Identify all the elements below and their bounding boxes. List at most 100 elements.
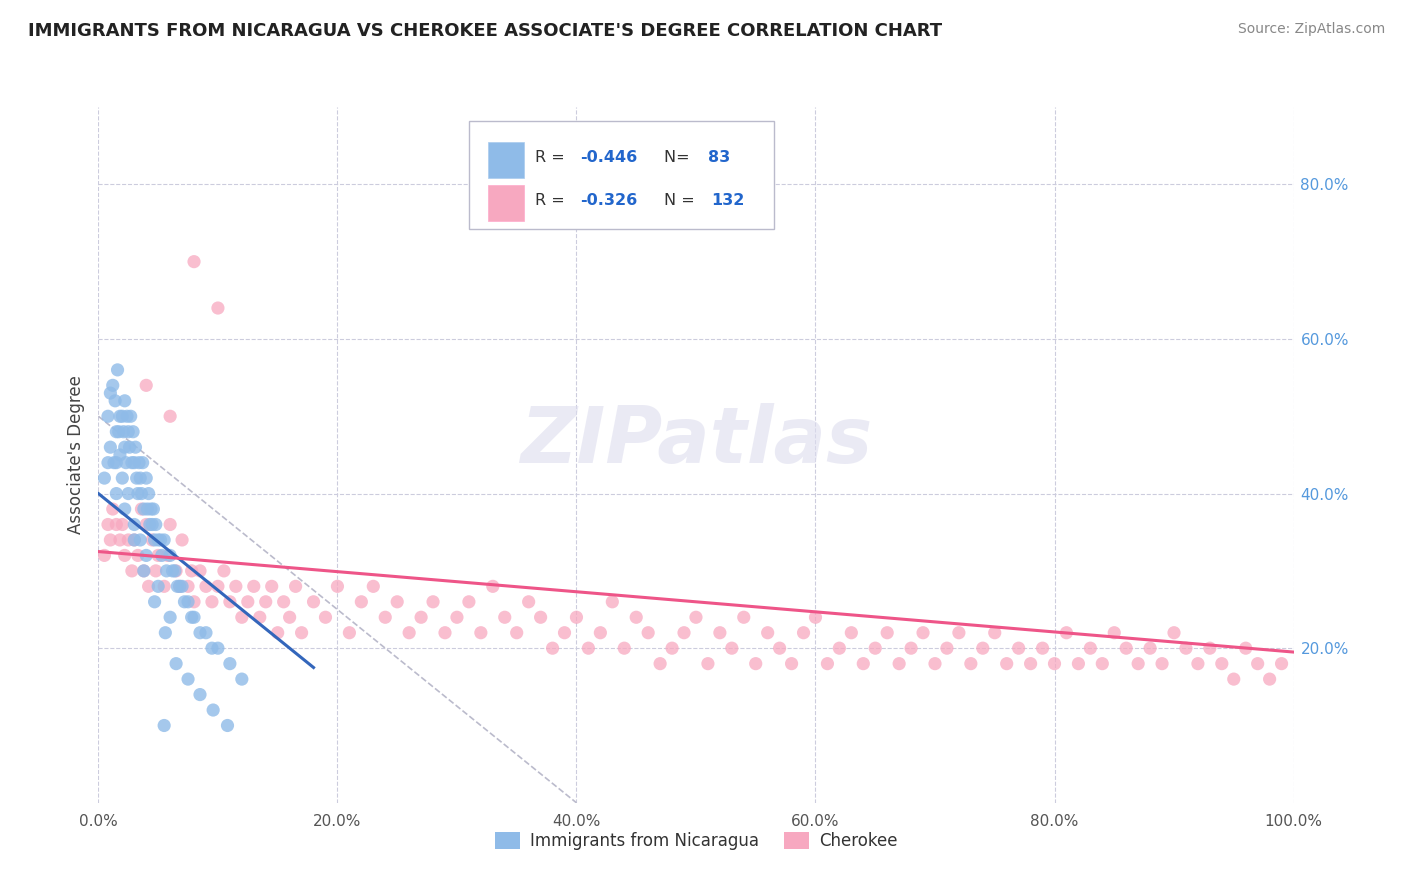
Point	[374, 610, 396, 624]
Point	[481, 579, 505, 593]
Point	[183, 595, 205, 609]
Point	[107, 363, 129, 377]
Point	[972, 641, 994, 656]
Point	[1043, 657, 1066, 671]
Point	[180, 564, 202, 578]
Point	[254, 595, 277, 609]
Point	[673, 625, 696, 640]
Point	[411, 610, 433, 624]
Point	[188, 625, 211, 640]
Point	[793, 625, 815, 640]
Point	[166, 579, 188, 593]
Point	[177, 595, 200, 609]
Point	[131, 456, 153, 470]
Point	[159, 549, 181, 563]
Point	[169, 579, 191, 593]
Y-axis label: Associate's Degree: Associate's Degree	[66, 376, 84, 534]
Point	[1080, 641, 1102, 656]
Point	[124, 533, 146, 547]
Point	[889, 657, 911, 671]
Point	[173, 595, 195, 609]
FancyBboxPatch shape	[488, 142, 524, 178]
Point	[201, 595, 224, 609]
Point	[122, 425, 145, 439]
Point	[1271, 657, 1294, 671]
Point	[207, 579, 229, 593]
Point	[124, 440, 146, 454]
Point	[236, 595, 259, 609]
Point	[155, 625, 177, 640]
Point	[153, 579, 176, 593]
Point	[183, 610, 205, 624]
Point	[1128, 657, 1150, 671]
Point	[260, 579, 283, 593]
Point	[841, 625, 863, 640]
Text: N=: N=	[664, 151, 695, 165]
Point	[339, 625, 361, 640]
Point	[97, 409, 120, 424]
Point	[129, 471, 152, 485]
Point	[578, 641, 600, 656]
Point	[138, 486, 160, 500]
Point	[273, 595, 295, 609]
Point	[637, 625, 659, 640]
Point	[115, 456, 138, 470]
Point	[207, 301, 229, 315]
Point	[1234, 641, 1257, 656]
Point	[105, 425, 128, 439]
Point	[127, 549, 149, 563]
Point	[98, 386, 122, 401]
Point	[111, 409, 134, 424]
Point	[768, 641, 790, 656]
Point	[148, 579, 170, 593]
Point	[202, 703, 225, 717]
Point	[115, 409, 138, 424]
Point	[1223, 672, 1246, 686]
Point	[135, 549, 157, 563]
Point	[103, 456, 125, 470]
Point	[745, 657, 768, 671]
Point	[948, 625, 970, 640]
Point	[828, 641, 851, 656]
Point	[145, 517, 167, 532]
Point	[201, 641, 224, 656]
Point	[960, 657, 983, 671]
Point	[138, 579, 160, 593]
Point	[172, 533, 194, 547]
Point	[225, 579, 247, 593]
Point	[1056, 625, 1078, 640]
Point	[129, 533, 152, 547]
Legend: Immigrants from Nicaragua, Cherokee: Immigrants from Nicaragua, Cherokee	[488, 826, 904, 857]
Point	[177, 672, 200, 686]
Point	[697, 657, 720, 671]
Point	[188, 564, 211, 578]
Point	[124, 456, 146, 470]
Point	[217, 718, 239, 732]
Point	[243, 579, 266, 593]
Text: 83: 83	[709, 151, 730, 165]
Point	[172, 579, 194, 593]
Point	[434, 625, 457, 640]
Point	[159, 409, 181, 424]
Point	[398, 625, 420, 640]
Point	[124, 517, 146, 532]
Point	[589, 625, 612, 640]
Point	[135, 378, 157, 392]
Point	[494, 610, 516, 624]
Point	[156, 549, 179, 563]
Point	[155, 564, 177, 578]
Point	[602, 595, 624, 609]
Point	[733, 610, 755, 624]
Point	[153, 718, 176, 732]
Point	[302, 595, 325, 609]
Text: -0.326: -0.326	[581, 194, 637, 209]
Point	[284, 579, 307, 593]
Text: N =: N =	[664, 194, 700, 209]
Point	[149, 533, 172, 547]
Point	[141, 533, 163, 547]
Point	[153, 533, 176, 547]
Point	[108, 533, 131, 547]
Point	[141, 517, 163, 532]
Point	[143, 595, 166, 609]
Point	[709, 625, 731, 640]
